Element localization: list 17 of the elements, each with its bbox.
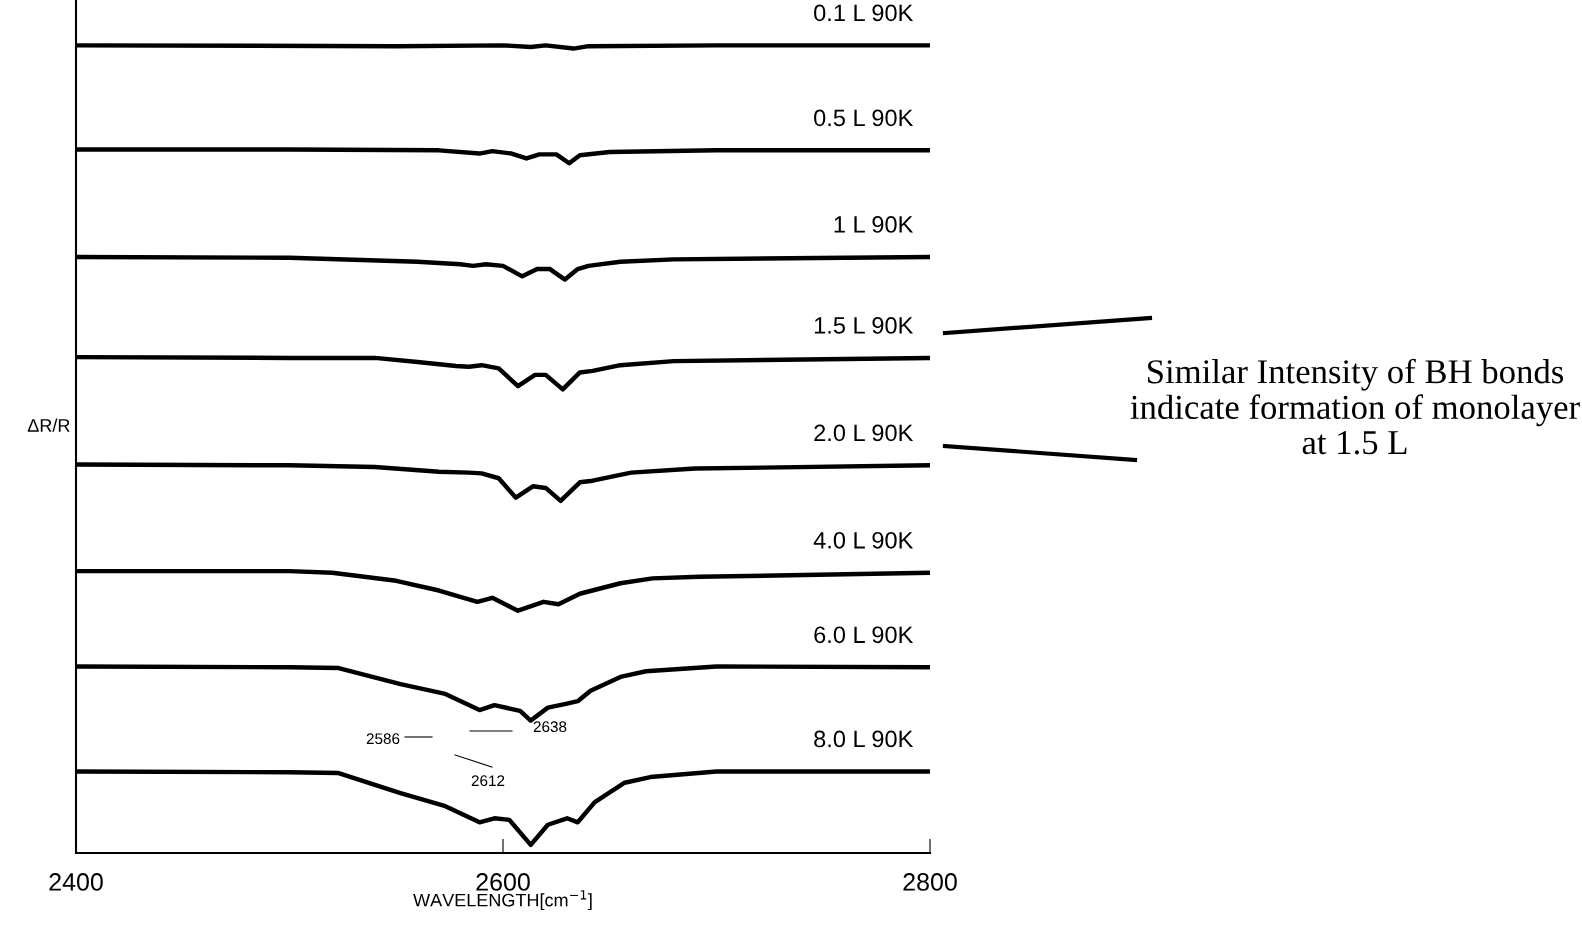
series-label: 1 L 90K: [834, 216, 914, 233]
series-label: 0.5 L 90K: [814, 109, 914, 127]
series-label: 8.0 L 90K: [814, 730, 914, 748]
annotation: 2638: [533, 721, 567, 733]
series-label: 0.1 L 90K: [814, 4, 914, 22]
series-label: 2.0 L 90K: [814, 424, 914, 442]
text: Similar Intensity of BH bonds indicate formation of monolayer at 1.5 L: [1130, 358, 1580, 455]
y-axis-title: ΔR/R: [27, 418, 70, 432]
x-tick-label: 2600: [476, 873, 530, 891]
x-tick-label: 2800: [903, 873, 957, 891]
x-tick-label: 2400: [49, 873, 103, 891]
series-label: 6.0 L 90K: [814, 626, 914, 644]
series-label: 1.5 L 90K: [814, 317, 914, 334]
series-label: 4.0 L 90K: [813, 531, 914, 549]
annotation: 2612: [471, 775, 505, 787]
x-axis-title: WAVELENGTH[cm$^{−1}$]: [413, 890, 592, 911]
annotation: 2586: [366, 733, 400, 745]
